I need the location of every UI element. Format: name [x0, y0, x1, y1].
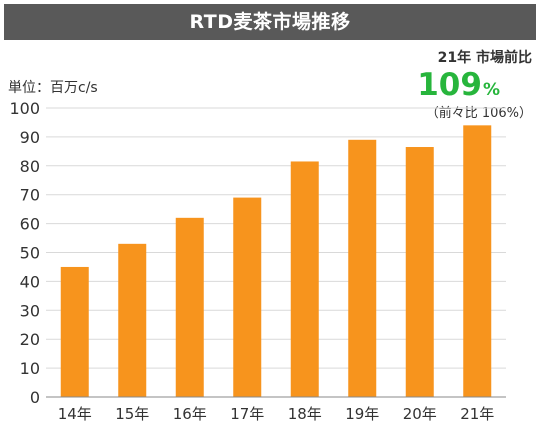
callout-label: 21年 市場前比	[437, 50, 532, 66]
y-tick-label: 100	[9, 99, 40, 118]
y-tick-label: 50	[20, 244, 40, 263]
y-tick-label: 20	[20, 330, 40, 349]
y-tick-label: 0	[30, 388, 40, 407]
callout-sub: （前々比 106%）	[425, 106, 532, 121]
callout-value: 109%	[382, 68, 532, 107]
y-tick-label: 90	[20, 128, 40, 147]
y-tick-label: 70	[20, 186, 40, 205]
bar	[290, 161, 319, 397]
y-tick-label: 30	[20, 301, 40, 320]
x-tick-label: 20年	[403, 405, 437, 423]
y-tick-label: 80	[20, 157, 40, 176]
bar	[348, 139, 377, 398]
x-tick-label: 18年	[288, 405, 322, 423]
bar	[175, 217, 204, 397]
x-tick-label: 16年	[173, 405, 207, 423]
bar	[60, 266, 89, 397]
callout-value-unit: %	[482, 80, 500, 100]
bar	[463, 125, 492, 397]
x-tick-label: 21年	[460, 405, 494, 423]
y-tick-label: 60	[20, 215, 40, 234]
y-tick-label: 10	[20, 359, 40, 378]
bar	[233, 197, 262, 397]
chart-title: RTD麦茶市場推移	[4, 4, 536, 40]
x-tick-label: 15年	[115, 405, 149, 423]
callout-value-number: 109	[417, 67, 482, 103]
x-tick-label: 19年	[345, 405, 379, 423]
growth-callout: 21年 市場前比 109% （前々比 106%）	[382, 49, 532, 123]
bar	[405, 147, 434, 397]
bar	[118, 243, 147, 397]
y-tick-label: 40	[20, 272, 40, 291]
y-axis-unit-label: 単位：百万c/s	[8, 80, 98, 96]
x-tick-label: 14年	[58, 405, 92, 423]
x-tick-label: 17年	[230, 405, 264, 423]
